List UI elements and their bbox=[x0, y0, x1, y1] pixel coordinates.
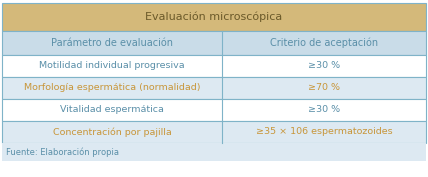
Text: Parámetro de evaluación: Parámetro de evaluación bbox=[51, 38, 173, 48]
Bar bbox=[2, 121, 426, 143]
Text: ≥30 %: ≥30 % bbox=[308, 105, 340, 115]
Text: ≥35 × 106 espermatozoides: ≥35 × 106 espermatozoides bbox=[256, 127, 392, 136]
Bar bbox=[2, 143, 426, 161]
Text: Concentración por pajilla: Concentración por pajilla bbox=[53, 127, 172, 137]
Text: Criterio de aceptación: Criterio de aceptación bbox=[270, 38, 378, 48]
Bar bbox=[2, 3, 426, 31]
Bar bbox=[2, 77, 426, 99]
Bar bbox=[2, 55, 426, 77]
Text: Vitalidad espermática: Vitalidad espermática bbox=[60, 105, 164, 115]
Text: Motilidad individual progresiva: Motilidad individual progresiva bbox=[39, 61, 185, 70]
Text: Morfología espermática (normalidad): Morfología espermática (normalidad) bbox=[24, 84, 200, 93]
Text: Fuente: Elaboración propia: Fuente: Elaboración propia bbox=[6, 147, 119, 157]
Bar bbox=[2, 99, 426, 121]
Text: ≥70 %: ≥70 % bbox=[308, 84, 340, 93]
Text: Evaluación microscópica: Evaluación microscópica bbox=[146, 12, 282, 22]
Bar bbox=[2, 31, 426, 55]
Text: ≥30 %: ≥30 % bbox=[308, 61, 340, 70]
